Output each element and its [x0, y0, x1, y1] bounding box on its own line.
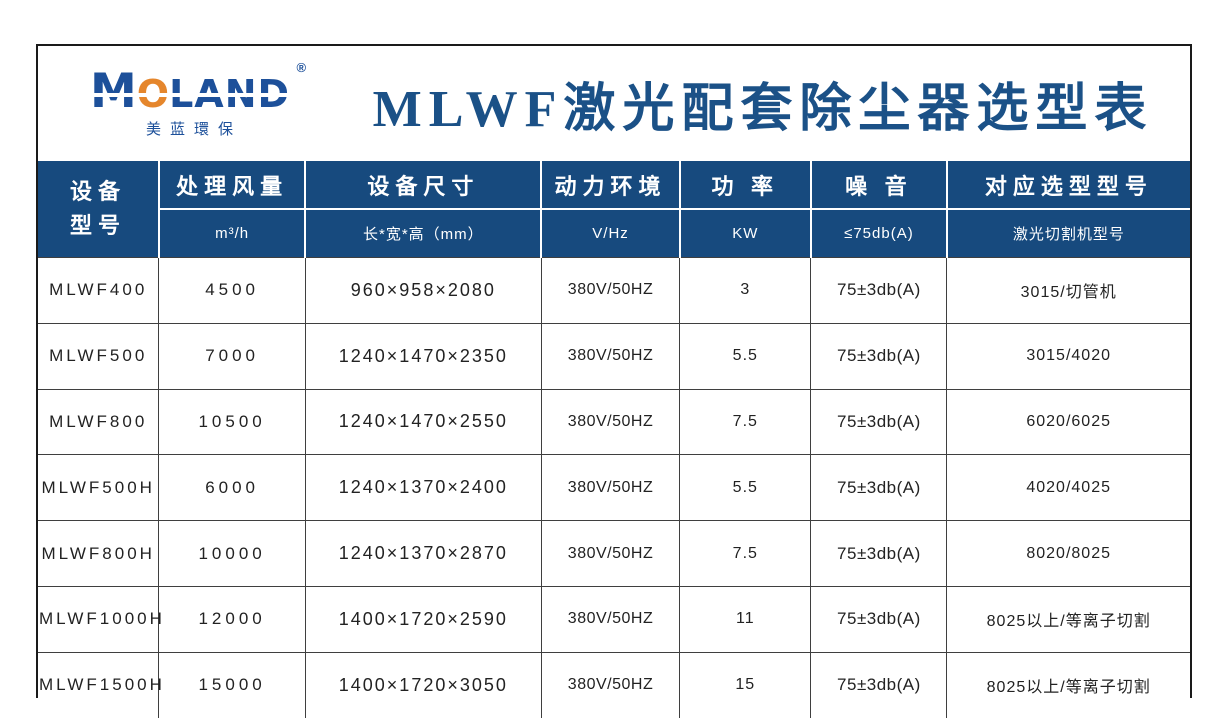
cell-model: MLWF800: [38, 388, 160, 456]
logo-letter-m: M: [90, 64, 137, 119]
cell-model: MLWF800H: [38, 520, 160, 587]
cell-noise: 75±3db(A): [810, 322, 948, 390]
cell-power-env: 380V/50HZ: [540, 585, 681, 653]
cell-size: 960×958×2080: [304, 257, 542, 324]
header-model-line1: 设备: [69, 178, 126, 204]
cell-model: MLWF500H: [38, 454, 160, 522]
cell-match: 3015/切管机: [946, 257, 1190, 324]
unit-noise: ≤75db(A): [809, 208, 947, 258]
cell-power: 5.5: [679, 322, 812, 390]
table-row: MLWF500 7000 1240×1470×2350 380V/50HZ 5.…: [38, 322, 1190, 390]
table-row: MLWF800 10500 1240×1470×2550 380V/50HZ 7…: [38, 388, 1190, 456]
table-header: 设备 型号 处理风量 设备尺寸 动力环境 功 率 噪 音 对应选型型号 m³/h…: [38, 161, 1190, 258]
cell-airflow: 7000: [158, 322, 306, 390]
cell-match: 8020/8025: [946, 520, 1190, 587]
cell-power-env: 380V/50HZ: [540, 257, 681, 324]
header-model: 设备 型号: [38, 161, 159, 258]
table-row: MLWF400 4500 960×958×2080 380V/50HZ 3 75…: [38, 257, 1190, 324]
cell-airflow: 15000: [158, 651, 306, 718]
table-row: MLWF1500H 15000 1400×1720×3050 380V/50HZ…: [38, 651, 1190, 718]
table-row: MLWF500H 6000 1240×1370×2400 380V/50HZ 5…: [38, 454, 1190, 522]
cell-power: 7.5: [679, 520, 812, 587]
cell-power: 15: [679, 651, 812, 718]
cell-model: MLWF500: [38, 322, 160, 390]
cell-noise: 75±3db(A): [810, 651, 948, 718]
unit-match: 激光切割机型号: [945, 208, 1190, 258]
moland-logo: MOLAND ® 美蓝環保: [90, 60, 342, 139]
header-noise: 噪 音: [809, 161, 947, 209]
cell-power: 7.5: [679, 388, 812, 456]
moland-wordmark: MOLAND ®: [90, 60, 306, 115]
cell-noise: 75±3db(A): [810, 585, 948, 653]
cell-airflow: 4500: [158, 257, 306, 324]
cell-size: 1240×1370×2870: [304, 520, 542, 587]
table-body: MLWF400 4500 960×958×2080 380V/50HZ 3 75…: [38, 257, 1190, 718]
header-airflow: 处理风量: [157, 161, 306, 209]
cell-noise: 75±3db(A): [810, 454, 948, 522]
cell-power-env: 380V/50HZ: [540, 322, 681, 390]
cell-size: 1240×1470×2550: [304, 388, 542, 456]
header-match: 对应选型型号: [945, 161, 1190, 209]
cell-power-env: 380V/50HZ: [540, 454, 681, 522]
cell-airflow: 12000: [158, 585, 306, 653]
header-unit-row: m³/h 长*宽*高（mm） V/Hz KW ≤75db(A) 激光切割机型号: [38, 208, 1190, 258]
table-row: MLWF800H 10000 1240×1370×2870 380V/50HZ …: [38, 520, 1190, 587]
header-power: 功 率: [678, 161, 811, 209]
unit-power-env: V/Hz: [540, 208, 680, 258]
cell-size: 1240×1470×2350: [304, 322, 542, 390]
cell-match: 4020/4025: [946, 454, 1190, 522]
registered-trademark-icon: ®: [296, 60, 307, 75]
cell-size: 1240×1370×2400: [304, 454, 542, 522]
cell-match: 6020/6025: [946, 388, 1190, 456]
cell-model: MLWF1000H: [38, 585, 162, 653]
cell-size: 1400×1720×2590: [304, 585, 542, 653]
unit-size: 长*宽*高（mm）: [304, 208, 542, 258]
cell-noise: 75±3db(A): [810, 257, 948, 324]
cell-power-env: 380V/50HZ: [540, 520, 681, 587]
header-main-row: 设备 型号 处理风量 设备尺寸 动力环境 功 率 噪 音 对应选型型号: [38, 161, 1190, 258]
cell-size: 1400×1720×3050: [304, 651, 542, 718]
selection-table: 设备 型号 处理风量 设备尺寸 动力环境 功 率 噪 音 对应选型型号 m³/h…: [38, 161, 1190, 718]
cell-match: 3015/4020: [946, 322, 1190, 390]
unit-airflow: m³/h: [157, 208, 306, 258]
cell-airflow: 10500: [158, 388, 306, 456]
cell-noise: 75±3db(A): [810, 520, 948, 587]
cell-noise: 75±3db(A): [810, 388, 948, 456]
brand-bar: MOLAND ® 美蓝環保 MLWF激光配套除尘器选型表: [38, 46, 1190, 161]
cell-power: 5.5: [679, 454, 812, 522]
cell-model: MLWF1500H: [38, 651, 162, 718]
cell-power: 3: [679, 257, 812, 324]
cell-airflow: 6000: [158, 454, 306, 522]
unit-power: KW: [678, 208, 811, 258]
table-row: MLWF1000H 12000 1400×1720×2590 380V/50HZ…: [38, 585, 1190, 653]
header-model-line2: 型号: [69, 213, 126, 238]
header-power-env: 动力环境: [540, 161, 680, 209]
logo-white-stripe: [92, 93, 289, 98]
cell-power: 11: [679, 585, 812, 653]
cell-model: MLWF400: [38, 257, 160, 324]
page-title: MLWF激光配套除尘器选型表: [372, 81, 1154, 138]
cell-match: 8025以上/等离子切割: [946, 651, 1190, 718]
cell-power-env: 380V/50HZ: [540, 651, 681, 718]
logo-subtitle: 美蓝環保: [146, 121, 243, 138]
cell-power-env: 380V/50HZ: [540, 388, 681, 456]
cell-airflow: 10000: [158, 520, 306, 587]
cell-match: 8025以上/等离子切割: [946, 585, 1190, 653]
spec-sheet: MOLAND ® 美蓝環保 MLWF激光配套除尘器选型表 设备 型号 处理风量 …: [36, 44, 1192, 718]
header-size: 设备尺寸: [304, 161, 542, 209]
